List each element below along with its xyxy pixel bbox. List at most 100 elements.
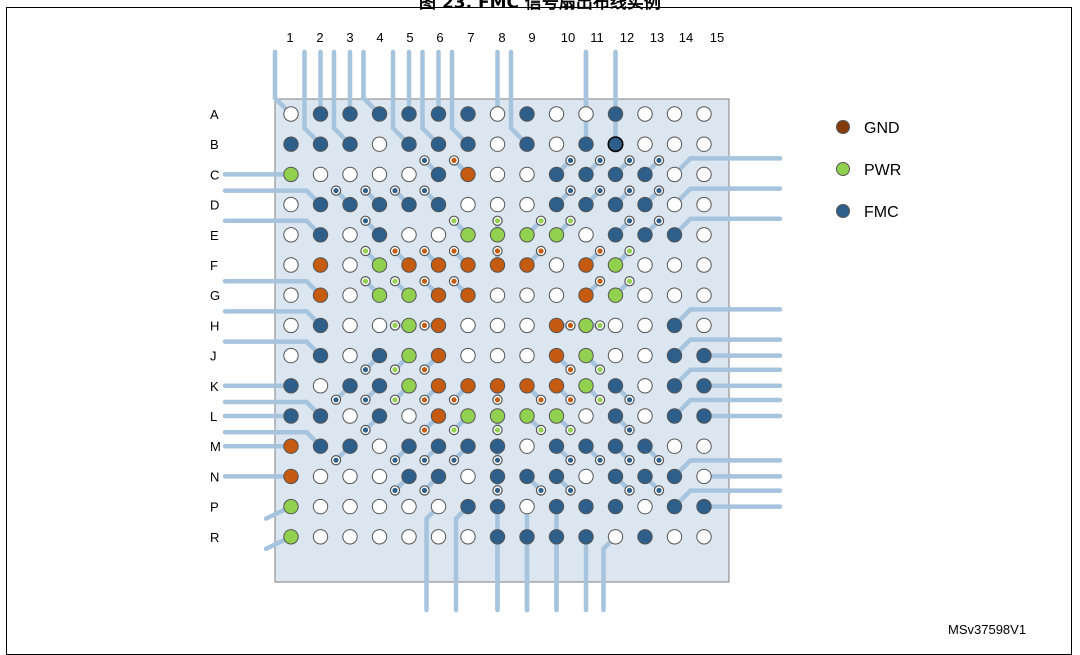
ball-fmc bbox=[519, 468, 535, 485]
ball-empty bbox=[342, 257, 358, 273]
ball-gnd bbox=[578, 287, 594, 303]
via-core bbox=[597, 397, 603, 403]
via-core bbox=[494, 397, 501, 403]
ball-fmc bbox=[637, 227, 653, 243]
ball-empty bbox=[696, 227, 712, 243]
ball-gnd bbox=[430, 287, 447, 303]
row-label: H bbox=[210, 318, 219, 333]
ball-empty bbox=[696, 136, 712, 152]
ball-gnd bbox=[312, 287, 329, 303]
ball-empty bbox=[342, 166, 358, 183]
ball-gnd bbox=[430, 347, 447, 364]
ball-empty bbox=[460, 347, 476, 364]
ball-pwr bbox=[283, 498, 299, 515]
ball-fmc bbox=[548, 529, 565, 545]
ball-empty bbox=[342, 317, 358, 334]
ball-pwr bbox=[578, 317, 594, 334]
via-core bbox=[494, 248, 501, 254]
ball-pwr bbox=[401, 287, 417, 303]
ball-fmc bbox=[666, 317, 683, 334]
ball-fmc bbox=[342, 438, 358, 454]
column-label: 1 bbox=[286, 30, 293, 45]
ball-fmc bbox=[637, 468, 653, 485]
ball-pwr bbox=[578, 378, 594, 394]
ball-fmc bbox=[696, 498, 712, 515]
ball-fmc bbox=[607, 468, 624, 485]
row-label: C bbox=[210, 167, 219, 182]
ball-fmc bbox=[666, 408, 683, 424]
ball-empty bbox=[578, 227, 594, 243]
ball-gnd bbox=[548, 347, 565, 364]
ball-empty bbox=[666, 136, 683, 152]
ball-pwr bbox=[519, 408, 535, 424]
ball-fmc bbox=[548, 438, 565, 454]
ball-fmc bbox=[578, 529, 594, 545]
via-core bbox=[421, 188, 428, 194]
ball-empty bbox=[489, 317, 506, 334]
via-core bbox=[451, 397, 457, 403]
via-core bbox=[567, 188, 574, 194]
via-core bbox=[597, 322, 603, 328]
via-core bbox=[362, 397, 369, 403]
column-label: 2 bbox=[316, 30, 323, 45]
ball-fmc bbox=[607, 498, 624, 515]
ball-fmc bbox=[430, 106, 447, 122]
ball-empty bbox=[283, 227, 299, 243]
ball-empty bbox=[283, 347, 299, 364]
ball-pwr bbox=[401, 378, 417, 394]
ball-fmc bbox=[578, 136, 594, 152]
column-label: 4 bbox=[376, 30, 383, 45]
ball-fmc bbox=[637, 166, 653, 183]
ball-fmc bbox=[312, 347, 329, 364]
ball-pwr bbox=[489, 408, 506, 424]
ball-fmc bbox=[401, 136, 417, 152]
ball-empty bbox=[371, 438, 388, 454]
ball-fmc bbox=[342, 378, 358, 394]
ball-fmc bbox=[371, 196, 388, 213]
ball-empty bbox=[371, 166, 388, 183]
ball-empty bbox=[371, 317, 388, 334]
column-label: 11 bbox=[590, 30, 604, 45]
ball-empty bbox=[401, 529, 417, 545]
row-label: J bbox=[210, 349, 217, 364]
ball-empty bbox=[637, 136, 653, 152]
ball-fmc bbox=[666, 347, 683, 364]
ball-fmc bbox=[519, 136, 535, 152]
ball-empty bbox=[607, 317, 624, 334]
ball-gnd bbox=[519, 257, 535, 273]
via-core bbox=[392, 188, 398, 194]
via-core bbox=[362, 427, 369, 433]
ball-pwr bbox=[607, 257, 624, 273]
ball-empty bbox=[312, 498, 329, 515]
ball-empty bbox=[342, 347, 358, 364]
ball-empty bbox=[430, 498, 447, 515]
ball-fmc bbox=[578, 166, 594, 183]
column-label: 10 bbox=[561, 30, 575, 45]
via-core bbox=[626, 248, 633, 254]
ball-pwr bbox=[607, 287, 624, 303]
ball-fmc bbox=[430, 136, 447, 152]
ball-empty bbox=[519, 347, 535, 364]
column-label: 15 bbox=[710, 30, 724, 45]
row-label: G bbox=[210, 288, 220, 303]
ball-pwr bbox=[401, 347, 417, 364]
ball-fmc bbox=[548, 498, 565, 515]
ball-fmc bbox=[371, 227, 388, 243]
via-core bbox=[626, 397, 633, 403]
via-core bbox=[451, 218, 457, 224]
via-core bbox=[421, 367, 428, 373]
via-core bbox=[626, 427, 633, 433]
ball-empty bbox=[342, 529, 358, 545]
ball-gnd bbox=[460, 378, 476, 394]
ball-gnd bbox=[430, 378, 447, 394]
via-core bbox=[626, 188, 633, 194]
ball-fmc bbox=[607, 166, 624, 183]
ball-fmc bbox=[312, 408, 329, 424]
ball-gnd bbox=[460, 166, 476, 183]
ball-fmc bbox=[548, 166, 565, 183]
ball-empty bbox=[401, 227, 417, 243]
ball-fmc bbox=[460, 498, 476, 515]
ball-empty bbox=[666, 196, 683, 213]
ball-fmc bbox=[342, 136, 358, 152]
